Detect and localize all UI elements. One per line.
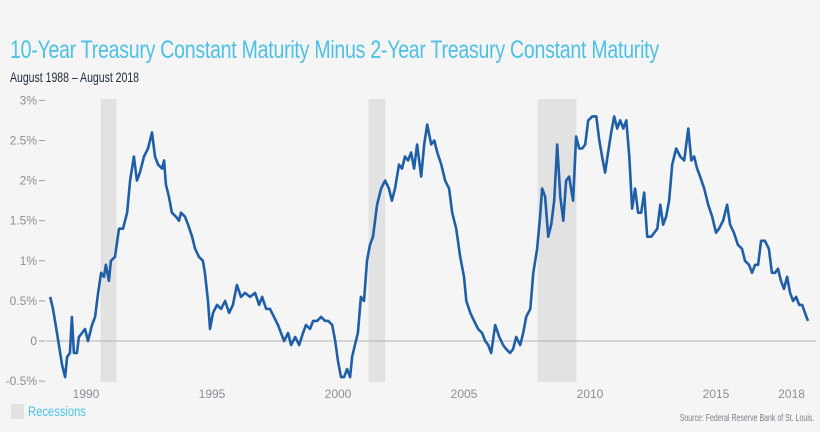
x-tick-label: 2010 — [577, 387, 604, 401]
y-tick-label: 2% — [20, 174, 38, 188]
legend-swatch-recessions — [11, 403, 24, 419]
x-axis-ticks: 1990 1995 2000 2005 2010 2015 2018 — [73, 387, 806, 401]
y-tick-label: 1% — [20, 254, 38, 268]
legend: Recessions — [11, 403, 100, 419]
x-tick-label: 2005 — [451, 387, 478, 401]
x-tick-label: 2000 — [325, 387, 352, 401]
x-tick-label: 2015 — [703, 387, 730, 401]
chart-title: 10-Year Treasury Constant Maturity Minus… — [10, 36, 659, 64]
legend-label-recessions: Recessions — [28, 403, 86, 419]
source-note: Source: Federal Reserve Bank of St. Loui… — [679, 413, 814, 424]
y-axis-ticks: 3% 2.5% 2% 1.5% 1% 0.5% 0 -0.5% — [6, 93, 45, 388]
recession-bands — [100, 99, 577, 382]
y-tick-label: 1.5% — [10, 214, 38, 228]
y-tick-label: 0 — [30, 334, 37, 348]
x-tick-label: 1995 — [199, 387, 226, 401]
recession-band — [100, 99, 117, 382]
y-tick-label: 3% — [20, 93, 38, 107]
series-line — [48, 115, 810, 379]
y-tick-label: 0.5% — [10, 294, 38, 308]
recession-band — [537, 99, 577, 382]
x-tick-label: 2018 — [778, 387, 805, 401]
y-tick-label: -0.5% — [6, 374, 38, 388]
recession-band — [368, 99, 386, 382]
y-tick-label: 2.5% — [10, 134, 38, 148]
x-tick-label: 1990 — [73, 387, 100, 401]
chart-subtitle: August 1988 – August 2018 — [10, 69, 140, 85]
